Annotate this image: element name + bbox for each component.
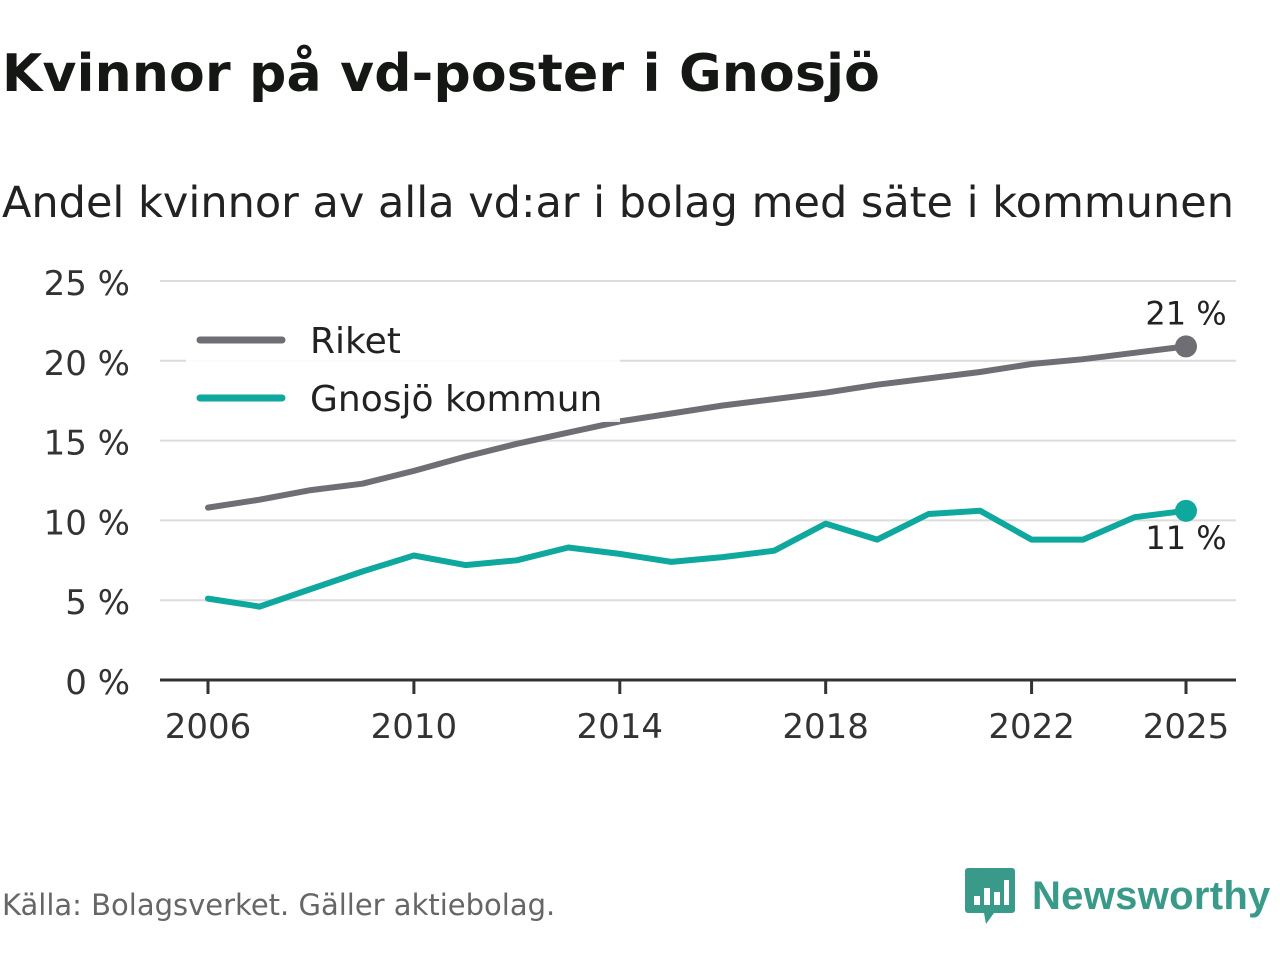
y-tick-label: 5 % [65, 583, 130, 623]
y-tick-label: 15 % [44, 424, 130, 464]
series-lines [205, 335, 1197, 610]
x-axis: 2006 2010 2014 2018 2022 2025 [160, 678, 1236, 747]
x-tick-label: 2006 [165, 707, 252, 747]
end-labels: 21 % 11 % [1145, 294, 1226, 556]
y-tick-label: 20 % [44, 344, 130, 384]
end-marker [1175, 499, 1197, 522]
series-line-riket [205, 343, 1189, 511]
legend-label: Gnosjö kommun [310, 379, 602, 420]
end-marker [1175, 335, 1197, 358]
brand-name: Newsworthy [1032, 873, 1271, 918]
series-line-gnosjo [205, 507, 1189, 610]
chart-title: Kvinnor på vd-poster i Gnosjö [2, 44, 881, 104]
x-tick-label: 2010 [371, 707, 458, 747]
x-tick-label: 2018 [782, 707, 869, 747]
y-tick-label: 10 % [44, 503, 130, 543]
brand-logo: Newsworthy [964, 864, 1271, 928]
y-tick-label: 25 % [44, 264, 130, 304]
x-tick-label: 2014 [577, 707, 664, 747]
end-value-label: 21 % [1145, 294, 1226, 332]
legend: Riket Gnosjö kommun [186, 306, 620, 422]
y-tick-label: 0 % [65, 663, 130, 703]
source-note: Källa: Bolagsverket. Gäller aktiebolag. [2, 888, 556, 922]
legend-label: Riket [310, 321, 401, 362]
end-value-label: 11 % [1145, 519, 1226, 557]
chart-subtitle: Andel kvinnor av alla vd:ar i bolag med … [2, 178, 1234, 228]
x-tick-label: 2025 [1143, 707, 1230, 747]
newsworthy-logo-icon [965, 868, 1015, 924]
x-tick-label: 2022 [988, 707, 1075, 747]
y-axis: 0 % 5 % 10 % 15 % 20 % 25 % [44, 264, 130, 703]
legend-background [186, 306, 620, 422]
